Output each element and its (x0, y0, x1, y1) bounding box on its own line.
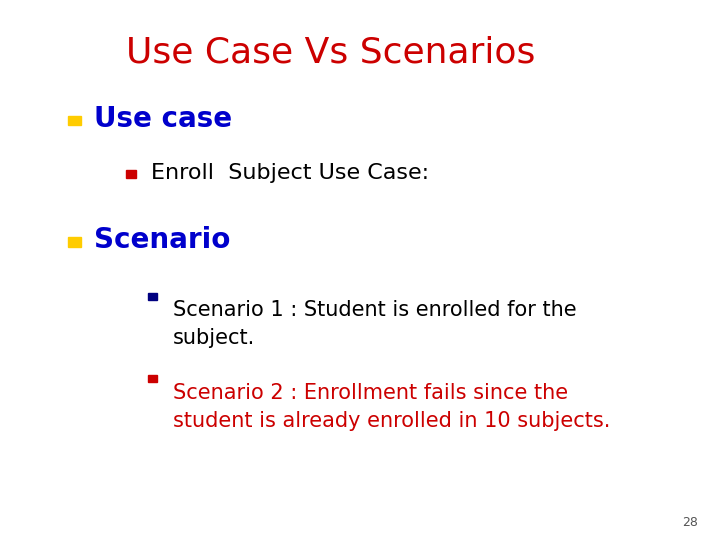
Bar (68, 237, 81, 247)
Text: Enroll  Subject Use Case:: Enroll Subject Use Case: (151, 163, 429, 183)
Text: Scenario 2 : Enrollment fails since the
student is already enrolled in 10 subjec: Scenario 2 : Enrollment fails since the … (173, 383, 610, 431)
Bar (126, 170, 136, 178)
Bar (68, 116, 81, 125)
Text: 28: 28 (683, 516, 698, 529)
Text: Use case: Use case (94, 105, 232, 133)
Bar (148, 375, 157, 382)
Text: Scenario 1 : Student is enrolled for the
subject.: Scenario 1 : Student is enrolled for the… (173, 300, 577, 348)
Text: Scenario: Scenario (94, 226, 230, 254)
Text: Use Case Vs Scenarios: Use Case Vs Scenarios (126, 35, 536, 69)
Bar (148, 293, 157, 300)
